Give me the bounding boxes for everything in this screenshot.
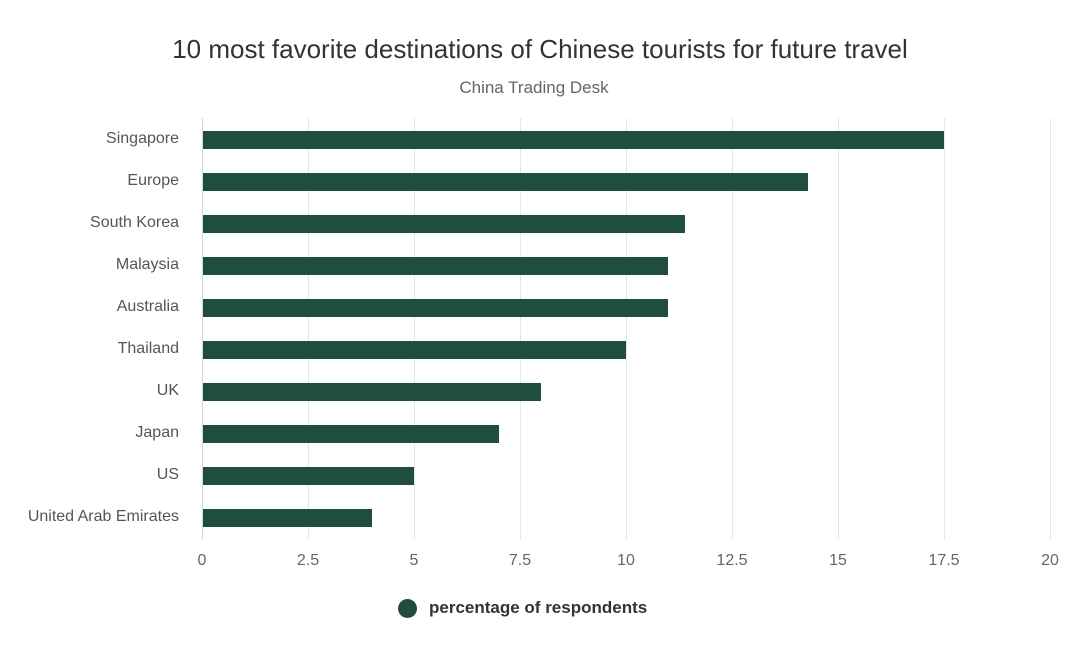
y-category-label: Australia	[116, 298, 179, 316]
x-tick-label: 10	[617, 552, 635, 569]
legend-label: percentage of respondents	[429, 598, 648, 617]
bar[interactable]	[203, 173, 809, 192]
plot-area	[202, 118, 1051, 539]
bar[interactable]	[203, 467, 414, 486]
gridline	[838, 118, 839, 539]
gridline	[626, 118, 627, 539]
chart-subtitle: China Trading Desk	[459, 78, 609, 97]
y-category-label: Malaysia	[115, 256, 179, 274]
y-category-label: Singapore	[106, 130, 179, 147]
bar[interactable]	[203, 299, 669, 318]
gridline	[414, 118, 415, 539]
y-category-label: Europe	[127, 172, 179, 190]
y-category-label: UK	[156, 382, 179, 400]
y-category-label: United Arab Emirates	[27, 508, 179, 526]
gridline	[1050, 118, 1051, 539]
x-tick-label: 7.5	[508, 552, 532, 569]
bar[interactable]	[203, 509, 372, 528]
gridline	[520, 118, 521, 539]
y-category-label: South Korea	[90, 214, 179, 232]
x-tick-label: 17.5	[928, 552, 960, 569]
bar[interactable]	[203, 341, 626, 360]
x-tick-label: 12.5	[716, 552, 748, 569]
x-tick-label: 2.5	[296, 552, 320, 569]
x-tick-label: 15	[829, 552, 847, 569]
bar[interactable]	[203, 257, 669, 276]
gridline	[308, 118, 309, 539]
gridline	[732, 118, 733, 539]
circle-marker-icon	[398, 598, 417, 618]
y-category-label: Thailand	[117, 340, 179, 358]
y-category-label: Japan	[135, 424, 179, 442]
x-tick-label: 20	[1041, 552, 1059, 569]
bar[interactable]	[203, 215, 686, 234]
x-tick-label: 5	[409, 552, 419, 569]
bar[interactable]	[203, 383, 542, 402]
x-tick-label: 0	[197, 552, 207, 569]
legend-item[interactable]: percentage of respondents	[398, 598, 647, 618]
gridline	[944, 118, 945, 539]
bar[interactable]	[203, 425, 499, 444]
y-category-label: US	[156, 466, 179, 484]
bar[interactable]	[203, 131, 944, 149]
chart-title: 10 most favorite destinations of Chinese…	[172, 34, 908, 64]
y-axis-line	[202, 118, 203, 539]
